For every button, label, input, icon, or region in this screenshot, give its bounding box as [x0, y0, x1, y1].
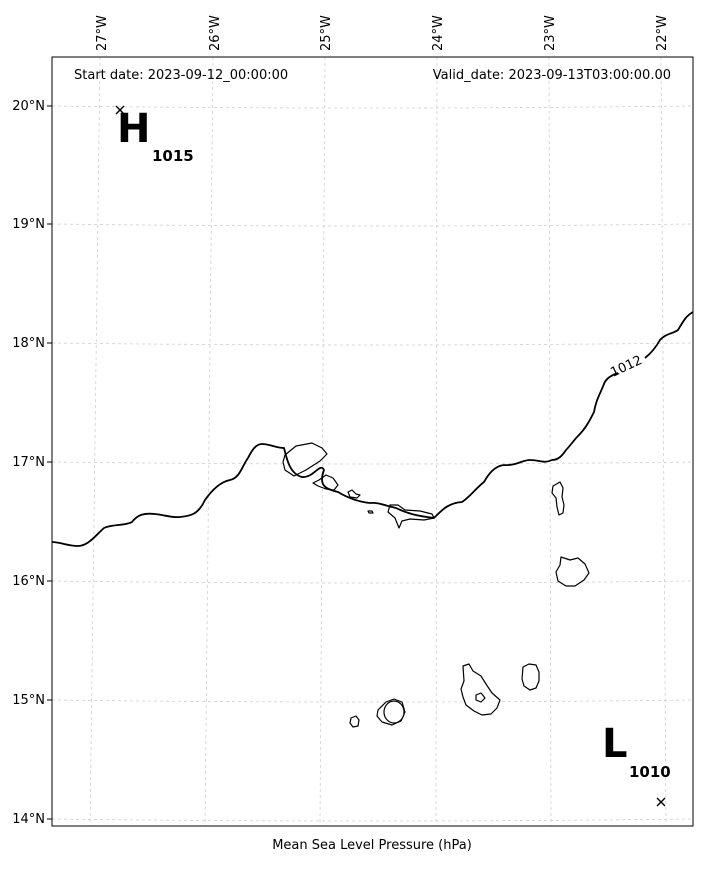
lat-label-20n: 20°N	[12, 99, 45, 114]
start-date-label: Start date: 2023-09-12_00:00:00	[74, 68, 288, 83]
gridline-20n	[51, 105, 694, 109]
longitude-labels: 27°W 26°W 25°W 24°W 23°W 22°W	[95, 15, 670, 51]
latitude-gridlines	[51, 105, 694, 822]
gridline-23w	[548, 56, 552, 827]
island-santo-antao	[282, 442, 328, 477]
lon-label-25w: 25°W	[319, 15, 334, 51]
lat-label-14n: 14°N	[12, 812, 45, 827]
lon-label-27w: 27°W	[95, 15, 110, 51]
island-brava	[349, 715, 360, 728]
lon-label-26w: 26°W	[208, 15, 223, 51]
island-santiago	[460, 663, 501, 716]
lon-label-23w: 23°W	[543, 15, 558, 51]
gridline-24w	[435, 56, 438, 827]
gridline-27w	[89, 56, 101, 827]
high-pressure-value: 1015	[152, 147, 194, 165]
isobars	[51, 311, 694, 547]
island-sal	[551, 481, 565, 516]
island-sao-nicolau	[387, 504, 435, 529]
gridline-22w	[660, 56, 667, 827]
isobar-1012-east	[644, 311, 694, 359]
valid-date-label: Valid_date: 2023-09-13T03:00:00.00	[433, 68, 671, 83]
lon-label-24w: 24°W	[431, 15, 446, 51]
island-raso	[367, 510, 374, 514]
lat-label-16n: 16°N	[12, 574, 45, 589]
lon-label-22w: 22°W	[655, 15, 670, 51]
lat-label-18n: 18°N	[12, 336, 45, 351]
lat-label-19n: 19°N	[12, 217, 45, 232]
gridline-18n	[51, 342, 694, 346]
island-fogo-crater	[383, 700, 405, 724]
high-pressure-letter: H	[117, 106, 150, 152]
pressure-markers	[115, 105, 666, 807]
longitude-gridlines	[89, 56, 667, 827]
isobar-1012-label: 1012	[608, 353, 644, 381]
map-frame	[51, 56, 694, 827]
map-caption: Mean Sea Level Pressure (hPa)	[272, 838, 472, 853]
gridline-14n	[51, 818, 694, 822]
gridline-15n	[51, 699, 694, 703]
low-pressure-value: 1010	[629, 763, 671, 781]
coastlines	[282, 442, 590, 728]
island-santiago-inner	[475, 692, 486, 703]
gridline-16n	[51, 580, 694, 584]
latitude-labels: 20°N 19°N 18°N 17°N 16°N 15°N 14°N	[12, 99, 45, 827]
gridline-19n	[51, 223, 694, 227]
gridline-26w	[204, 56, 214, 827]
isobar-1012-main	[51, 372, 619, 547]
latitude-ticks	[47, 105, 52, 820]
island-maio	[521, 663, 540, 691]
high-marker	[115, 105, 125, 115]
low-marker	[656, 797, 666, 807]
lat-label-15n: 15°N	[12, 693, 45, 708]
gridline-17n	[51, 461, 694, 465]
gridline-25w	[319, 56, 326, 827]
lat-label-17n: 17°N	[12, 455, 45, 470]
low-pressure-letter: L	[602, 721, 628, 767]
island-boa-vista	[555, 556, 590, 587]
island-santa-luzia	[347, 489, 361, 499]
